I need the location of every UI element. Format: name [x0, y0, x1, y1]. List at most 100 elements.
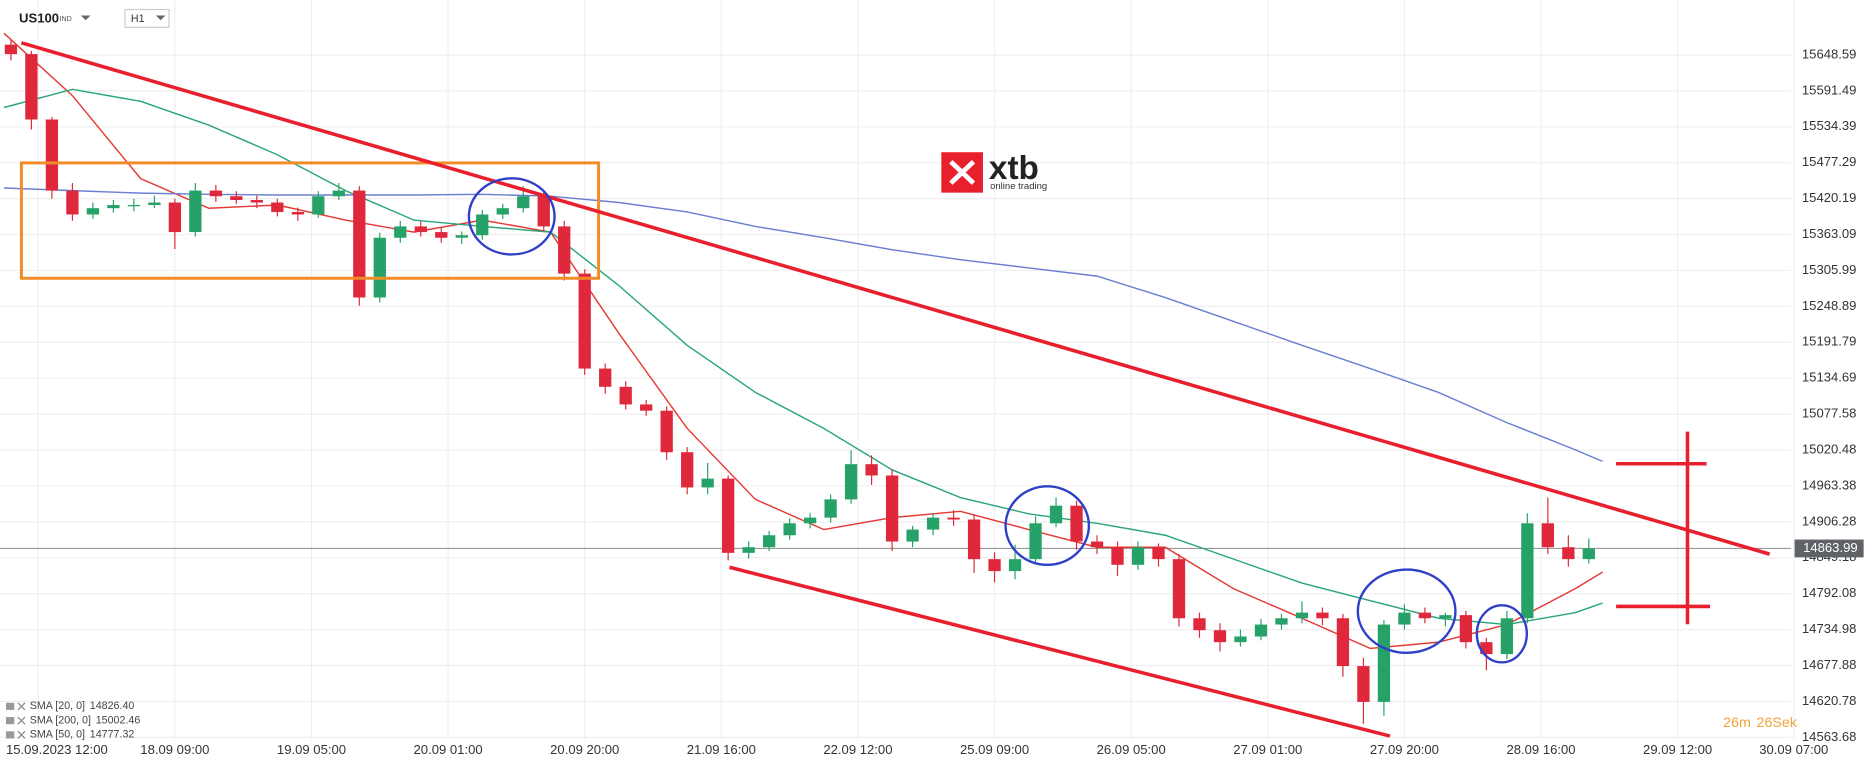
x-tick-label: 26.09 05:00 [1097, 742, 1166, 757]
x-tick-label: 22.09 12:00 [823, 742, 892, 757]
y-tick-label: 15591.49 [1802, 82, 1857, 97]
x-tick-label: 29.09 12:00 [1643, 742, 1712, 757]
candle-body [660, 410, 673, 453]
candle-body [394, 226, 407, 238]
countdown: 26m 26Sek [1723, 715, 1798, 731]
candle-body [517, 196, 530, 209]
candle-body [414, 226, 427, 233]
highlight-ellipse [1356, 568, 1457, 655]
legend-close [17, 716, 26, 725]
candle-body [45, 119, 59, 191]
symbol[interactable]: US100 [19, 10, 59, 25]
timeframe-box[interactable] [124, 8, 170, 28]
legend-close [17, 730, 26, 739]
candle-body [1336, 618, 1350, 667]
candle-body [988, 559, 1001, 572]
y-tick-label: 15248.89 [1802, 298, 1857, 313]
legend-icon [5, 717, 15, 725]
candle-body [168, 202, 182, 233]
y-tick-label: 15477.29 [1802, 154, 1857, 169]
candle-body [1418, 612, 1432, 619]
candle-body [209, 190, 222, 197]
y-tick-label: 15420.19 [1802, 190, 1857, 205]
candle-body [824, 499, 837, 518]
candle-body [803, 517, 817, 524]
candle-body [762, 535, 776, 548]
candle-body [558, 226, 571, 274]
candle-body [742, 547, 755, 553]
x-tick-label: 18.09 09:00 [140, 742, 209, 757]
x-tick-label: 30.09 07:00 [1759, 742, 1828, 757]
y-tick-label: 14677.88 [1802, 657, 1857, 672]
candle-body [1213, 630, 1227, 643]
dropdown-arrow[interactable] [155, 15, 166, 21]
legend-value: 15002.46 [96, 714, 141, 726]
candle-body [1172, 559, 1186, 619]
candle-body [1377, 624, 1391, 702]
timeframe[interactable]: H1 [131, 13, 145, 25]
y-tick-label: 15077.58 [1802, 406, 1857, 421]
candle-body [701, 478, 714, 488]
candle-body [1459, 615, 1473, 643]
y-tick-label: 15305.99 [1802, 262, 1857, 277]
candle-body [578, 273, 591, 369]
candle-body [1480, 642, 1493, 655]
candle-body [681, 452, 694, 488]
candle-body [86, 208, 100, 215]
candle-body [291, 211, 304, 215]
candle-body [1316, 612, 1329, 619]
legend-name: SMA [20, 0] [30, 700, 85, 712]
candle-body [1439, 615, 1452, 619]
legend-name: SMA [200, 0] [30, 714, 91, 726]
y-tick-label: 15534.39 [1802, 118, 1857, 133]
candle-body [353, 190, 366, 298]
market: IND [60, 15, 72, 23]
candle-body [148, 202, 161, 206]
candle-body [1562, 547, 1575, 560]
trend-line [729, 565, 1391, 738]
legend-icon [5, 731, 15, 739]
sma-line [4, 187, 1603, 463]
candle-body [619, 386, 632, 405]
logo-brand: xtb [989, 150, 1039, 187]
y-tick-label: 15191.79 [1802, 334, 1857, 349]
highlight-ellipse [467, 177, 556, 256]
x-tick-label: 27.09 01:00 [1233, 742, 1302, 757]
y-tick-label: 14563.68 [1802, 729, 1857, 744]
toolbar: US100 IND H1 [19, 8, 170, 28]
candle-body [476, 214, 489, 236]
candle-body [107, 205, 120, 209]
candle-body [783, 523, 796, 536]
dropdown-arrow[interactable] [80, 15, 91, 21]
x-tick-label: 28.09 16:00 [1506, 742, 1575, 757]
candle-body [1500, 618, 1514, 655]
candle-body [435, 232, 448, 238]
candle-body [1049, 505, 1063, 524]
last-price-box [1794, 539, 1864, 558]
legend-icon [5, 702, 15, 710]
candle-body [865, 464, 878, 476]
y-tick-label: 14620.78 [1802, 693, 1857, 708]
candle-body [537, 196, 550, 227]
y-tick-label: 15648.59 [1802, 46, 1857, 61]
candle-body [1275, 618, 1288, 625]
indicators [3, 32, 1603, 650]
candle-body [1295, 612, 1309, 619]
last-price-label: 14863.99 [1803, 540, 1858, 555]
candle-body [250, 200, 263, 203]
candle-body [1070, 505, 1083, 542]
candle-body [967, 519, 981, 560]
candle-body [1131, 547, 1145, 565]
candle-body [373, 237, 386, 298]
candle-body [1111, 547, 1124, 565]
candle-body [1090, 541, 1104, 548]
candle-body [25, 54, 38, 120]
candle-body [1541, 523, 1554, 548]
candle-body [1521, 523, 1534, 619]
candle-body [906, 529, 919, 542]
highlight-ellipse [1475, 604, 1529, 664]
x-tick-label: 15.09.2023 12:00 [6, 742, 108, 757]
